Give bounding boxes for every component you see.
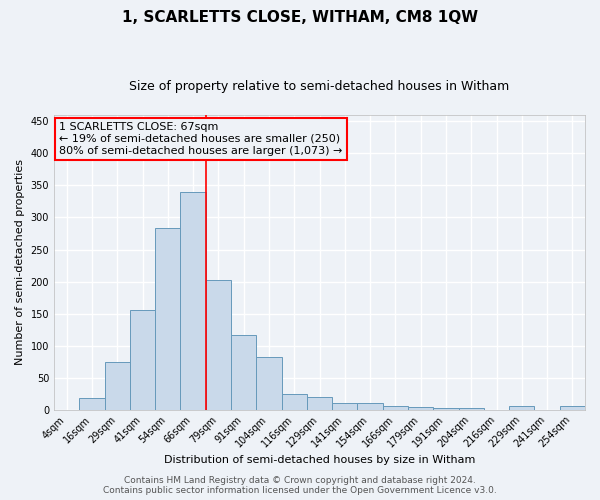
Bar (560, 406, 585, 410)
Bar (155, 228, 181, 410)
X-axis label: Distribution of semi-detached houses by size in Witham: Distribution of semi-detached houses by … (164, 455, 475, 465)
Bar (104, 362, 130, 410)
Bar (307, 397, 332, 409)
Title: Size of property relative to semi-detached houses in Witham: Size of property relative to semi-detach… (130, 80, 509, 93)
Text: 1, SCARLETTS CLOSE, WITHAM, CM8 1QW: 1, SCARLETTS CLOSE, WITHAM, CM8 1QW (122, 10, 478, 25)
Bar (181, 192, 206, 410)
Bar (256, 356, 281, 410)
Bar (408, 407, 433, 410)
Text: Contains HM Land Registry data © Crown copyright and database right 2024.
Contai: Contains HM Land Registry data © Crown c… (103, 476, 497, 495)
Bar (281, 394, 307, 409)
Bar (383, 406, 408, 409)
Text: 1 SCARLETTS CLOSE: 67sqm
← 19% of semi-detached houses are smaller (250)
80% of : 1 SCARLETTS CLOSE: 67sqm ← 19% of semi-d… (59, 122, 343, 156)
Y-axis label: Number of semi-detached properties: Number of semi-detached properties (15, 160, 25, 366)
Bar (231, 334, 256, 409)
Bar (433, 408, 458, 410)
Bar (458, 408, 484, 410)
Bar (79, 398, 104, 409)
Bar (332, 402, 358, 409)
Bar (358, 404, 383, 409)
Bar (206, 280, 231, 409)
Bar (509, 406, 535, 410)
Bar (130, 310, 155, 410)
